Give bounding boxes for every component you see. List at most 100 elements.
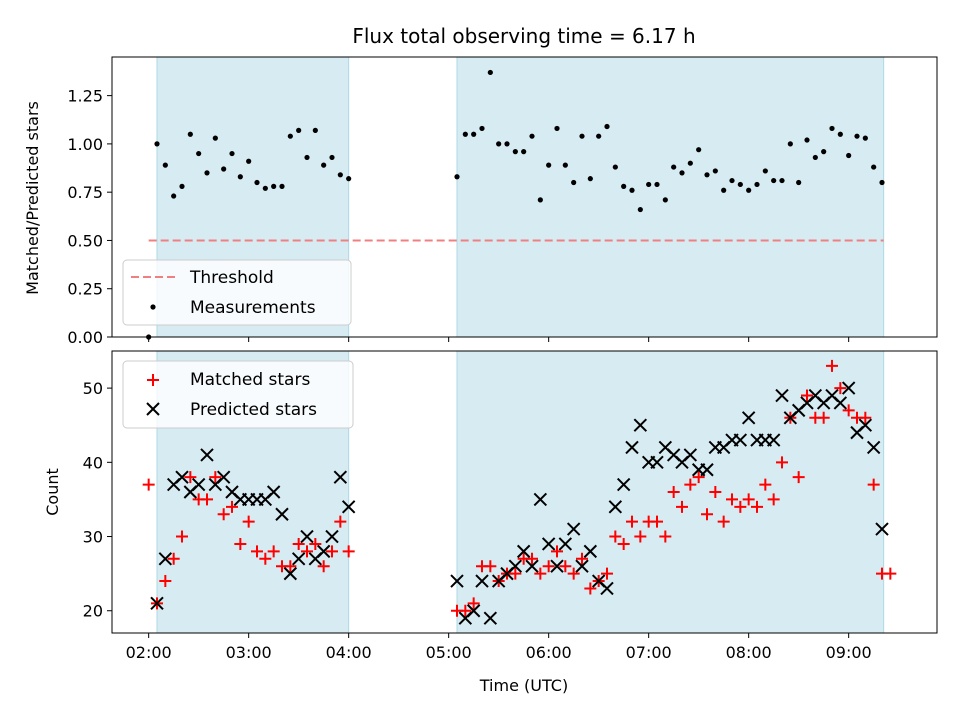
matched-star-point bbox=[859, 411, 872, 424]
measurement-point bbox=[587, 176, 593, 182]
measurement-point bbox=[712, 168, 718, 174]
measurement-point bbox=[596, 133, 602, 139]
measurement-point bbox=[787, 141, 793, 147]
measurement-point bbox=[796, 179, 802, 186]
measurement-point bbox=[779, 177, 785, 184]
predicted-star-point bbox=[625, 440, 639, 455]
matched-star-point bbox=[526, 552, 538, 565]
measurement-point bbox=[312, 127, 318, 133]
bottom-axes-frame bbox=[111, 350, 938, 634]
measurement-point bbox=[296, 127, 302, 133]
measurement-point bbox=[279, 183, 285, 189]
predicted-star-point bbox=[316, 544, 331, 559]
measurement-point bbox=[621, 183, 627, 189]
measurement-point bbox=[454, 174, 460, 180]
measurement-point bbox=[329, 154, 335, 161]
measurement-points bbox=[146, 69, 885, 340]
top-legend: Threshold Measurements bbox=[122, 259, 352, 326]
measurement-point bbox=[687, 160, 693, 166]
measurement-point bbox=[879, 179, 885, 186]
measurement-point bbox=[162, 162, 168, 168]
measurement-point bbox=[504, 141, 510, 147]
predicted-star-point bbox=[533, 492, 548, 507]
matched-star-point bbox=[226, 500, 238, 513]
matched-star-point bbox=[484, 560, 497, 573]
matched-star-point bbox=[742, 493, 755, 506]
predicted-star-point bbox=[475, 574, 489, 588]
measurement-point bbox=[612, 164, 618, 170]
predicted-star-point bbox=[875, 522, 889, 536]
predicted-star-point bbox=[283, 566, 298, 581]
measurement-point bbox=[629, 187, 635, 193]
bottom-y-tick-label: 30 bbox=[83, 528, 103, 547]
measurement-point bbox=[537, 197, 543, 203]
measurement-point bbox=[671, 164, 677, 170]
matched-star-point bbox=[867, 478, 880, 491]
x-axis-label: Time (UTC) bbox=[479, 676, 568, 695]
top-axes-frame bbox=[111, 56, 938, 338]
x-tick-label: 02:00 bbox=[126, 643, 172, 662]
matched-star-point bbox=[551, 545, 563, 558]
predicted-star-point bbox=[341, 500, 356, 514]
measurement-point bbox=[246, 158, 252, 164]
matched-star-point bbox=[651, 515, 663, 528]
matched-star-point bbox=[834, 382, 847, 395]
predicted-star-point bbox=[550, 559, 564, 573]
top-legend-box bbox=[122, 259, 352, 326]
measurement-point bbox=[637, 206, 643, 213]
measurement-point bbox=[346, 176, 352, 182]
predicted-star-point bbox=[841, 381, 856, 395]
x-tick-label: 04:00 bbox=[326, 643, 372, 662]
x-tick-label: 06:00 bbox=[526, 643, 572, 662]
matched-star-point bbox=[626, 515, 638, 528]
measurement-point bbox=[679, 170, 685, 176]
measurement-point bbox=[187, 131, 193, 137]
measurement-point bbox=[704, 172, 710, 178]
matched-star-point bbox=[534, 567, 547, 580]
measurement-point bbox=[304, 154, 310, 161]
measurement-point bbox=[496, 141, 502, 147]
measurement-point bbox=[721, 187, 727, 193]
predicted-star-point bbox=[541, 537, 556, 551]
measurement-point bbox=[654, 181, 660, 188]
measurement-point bbox=[821, 149, 827, 155]
matched-star-point bbox=[309, 537, 322, 550]
x-tick-label: 05:00 bbox=[426, 643, 472, 662]
predicted-star-point bbox=[291, 552, 306, 566]
measurement-point bbox=[171, 193, 177, 199]
matched-star-point bbox=[767, 493, 780, 506]
predicted-star-point bbox=[600, 581, 614, 596]
matched-star-point bbox=[826, 359, 838, 372]
measurements-legend-label: Measurements bbox=[190, 298, 316, 318]
matched-star-point bbox=[684, 478, 697, 491]
matched-star-point bbox=[209, 471, 222, 484]
matched-stars-legend-swatch bbox=[147, 374, 159, 386]
x-tick-label: 07:00 bbox=[626, 643, 672, 662]
measurement-point bbox=[571, 179, 577, 186]
predicted-star-point bbox=[275, 507, 289, 521]
measurement-point bbox=[804, 137, 810, 143]
matched-star-point bbox=[659, 530, 672, 543]
measurement-point bbox=[287, 133, 293, 139]
predicted-star-point bbox=[191, 477, 206, 492]
measurement-point bbox=[737, 181, 743, 188]
measurement-point bbox=[837, 131, 843, 137]
measurement-point bbox=[521, 149, 527, 155]
matched-stars-legend-label: Matched stars bbox=[190, 370, 310, 390]
top-observing-intervals bbox=[156, 56, 885, 338]
top-y-tick-label: 0.25 bbox=[67, 280, 103, 299]
predicted-star-point bbox=[516, 544, 531, 559]
predicted-star-point bbox=[858, 418, 873, 432]
measurement-point bbox=[321, 162, 327, 168]
measurement-point bbox=[512, 149, 518, 155]
measurement-point bbox=[487, 69, 493, 76]
matched-star-point bbox=[801, 389, 813, 402]
matched-star-point bbox=[751, 500, 763, 513]
predicted-star-point bbox=[216, 470, 231, 484]
matched-star-point bbox=[884, 567, 897, 580]
predicted-star-point bbox=[650, 455, 664, 470]
measurement-point bbox=[696, 147, 702, 153]
matched-star-point bbox=[567, 567, 580, 580]
measurement-point bbox=[562, 162, 568, 168]
measurement-point bbox=[179, 183, 185, 189]
